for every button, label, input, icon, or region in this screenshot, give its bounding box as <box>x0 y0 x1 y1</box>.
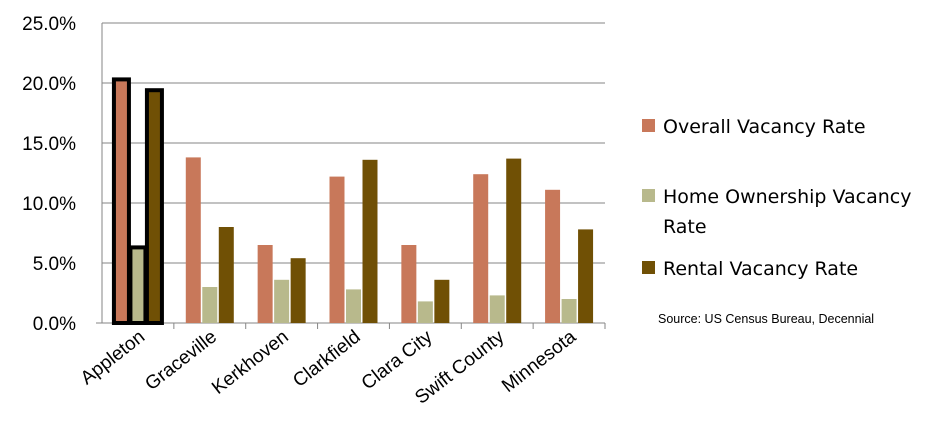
legend-label-overall: Overall Vacancy Rate <box>663 116 866 138</box>
legend-label-home-ownership: Home Ownership Vacancy Rate <box>663 186 912 238</box>
bar-rental-vacancy-rate-swift-county <box>506 158 522 323</box>
bar-overall-vacancy-rate-clara-city <box>401 245 417 323</box>
y-tick-label: 25.0% <box>22 14 76 35</box>
legend-item-overall: Overall Vacancy Rate <box>642 112 952 142</box>
bar-rental-vacancy-rate-clarkfield <box>362 159 378 323</box>
bar-rental-vacancy-rate-minnesota <box>578 229 594 323</box>
bar-home-ownership-vacancy-rate-kerkhoven <box>274 279 290 323</box>
bar-home-ownership-vacancy-rate-minnesota <box>561 299 577 323</box>
source-note: Source: US Census Bureau, Decennial <box>658 312 875 326</box>
bar-overall-vacancy-rate-graceville <box>185 157 201 323</box>
bar-overall-vacancy-rate-kerkhoven <box>257 245 273 323</box>
bar-home-ownership-vacancy-rate-clarkfield <box>346 289 361 323</box>
bar-overall-vacancy-rate-clarkfield <box>329 176 345 323</box>
y-tick-label: 0.0% <box>33 314 76 335</box>
bar-home-ownership-vacancy-rate-clara-city <box>417 301 433 323</box>
y-tick-label: 15.0% <box>22 134 76 155</box>
bar-home-ownership-vacancy-rate-appleton <box>128 245 148 325</box>
legend-swatch-home-ownership <box>642 189 655 202</box>
bar-rental-vacancy-rate-clara-city <box>434 279 450 323</box>
y-tick-label: 5.0% <box>33 254 76 275</box>
legend-swatch-rental <box>642 261 655 274</box>
bar-overall-vacancy-rate-minnesota <box>545 189 561 323</box>
legend-item-rental: Rental Vacancy Rate <box>642 254 952 284</box>
bar-rental-vacancy-rate-kerkhoven <box>290 258 306 323</box>
x-tick-label: Kerkhoven <box>208 326 293 398</box>
bar-rental-vacancy-rate-appleton <box>144 88 164 325</box>
bar-overall-vacancy-rate-swift-county <box>473 174 489 323</box>
bar-overall-vacancy-rate-appleton <box>111 77 131 326</box>
bar-home-ownership-vacancy-rate-swift-county <box>489 295 505 323</box>
x-tick-label: Appleton <box>77 326 149 389</box>
x-tick-label: Clarkfield <box>289 326 364 391</box>
y-tick-label: 20.0% <box>22 74 76 95</box>
y-tick-label: 10.0% <box>22 194 76 215</box>
legend-label-rental: Rental Vacancy Rate <box>663 258 859 280</box>
legend-item-home-ownership: Home Ownership Vacancy Rate <box>642 182 952 242</box>
legend-swatch-overall <box>642 119 655 132</box>
x-tick-label: Minnesota <box>498 326 580 397</box>
bar-home-ownership-vacancy-rate-graceville <box>202 287 218 323</box>
bar-rental-vacancy-rate-graceville <box>218 227 234 323</box>
